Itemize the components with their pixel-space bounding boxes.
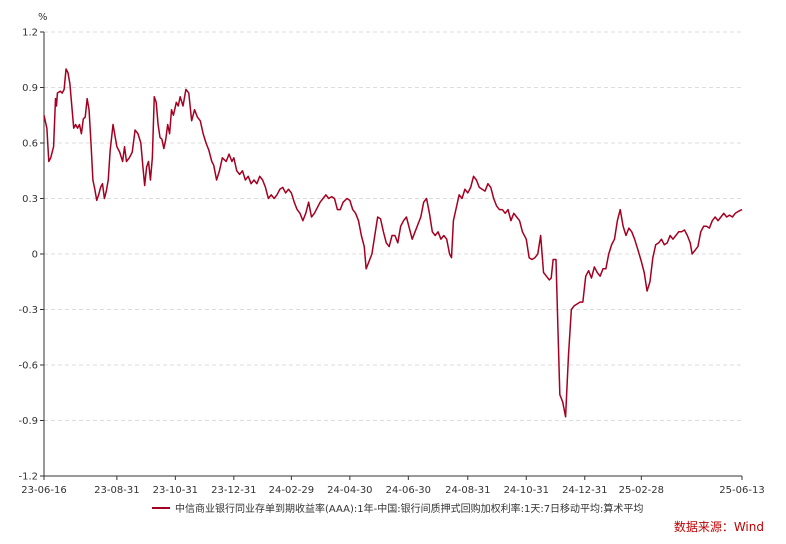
series-line-0 <box>43 68 743 418</box>
y-axis-unit-label: % <box>38 12 48 23</box>
legend-label: 中信商业银行同业存单到期收益率(AAA):1年-中国:银行间质押式回购加权利率:… <box>175 502 643 515</box>
x-tick-label: 24-08-31 <box>445 485 490 496</box>
y-tick-label: 0.3 <box>22 194 38 205</box>
gridlines <box>44 31 742 421</box>
x-tick-label: 24-10-31 <box>504 485 549 496</box>
x-tick-label: 23-06-16 <box>21 485 66 496</box>
x-tick-label: 24-06-30 <box>386 485 431 496</box>
y-tick-label: 0 <box>32 250 38 261</box>
y-tick-label: -0.3 <box>18 305 38 316</box>
x-tick-label: 24-12-31 <box>562 485 607 496</box>
y-tick-label: 1.2 <box>22 28 38 39</box>
y-tick-label: 0.9 <box>22 83 38 94</box>
y-tick-label: -1.2 <box>18 472 38 483</box>
legend: 中信商业银行同业存单到期收益率(AAA):1年-中国:银行间质押式回购加权利率:… <box>152 502 643 515</box>
y-axis-ticks: 1.2 0.9 0.6 0.3 0 -0.3 -0.6 -0.9 -1.2 <box>18 28 44 483</box>
x-tick-label: 24-02-29 <box>269 485 314 496</box>
x-tick-label: 24-04-30 <box>327 485 372 496</box>
x-tick-label: 25-02-28 <box>619 485 664 496</box>
y-tick-label: 0.6 <box>22 139 38 150</box>
x-axis-ticks: 23-06-16 23-08-31 23-10-31 23-12-31 24-02-29… <box>21 476 765 496</box>
y-tick-label: -0.6 <box>18 361 38 372</box>
x-tick-label: 23-12-31 <box>211 485 256 496</box>
x-tick-label: 23-10-31 <box>153 485 198 496</box>
x-tick-label: 23-08-31 <box>94 485 139 496</box>
axes <box>43 32 742 477</box>
x-tick-label: 25-06-13 <box>719 485 764 496</box>
data-source-note: 数据来源：Wind <box>674 519 764 534</box>
series-layer <box>43 68 743 418</box>
y-tick-label: -0.9 <box>18 416 38 427</box>
